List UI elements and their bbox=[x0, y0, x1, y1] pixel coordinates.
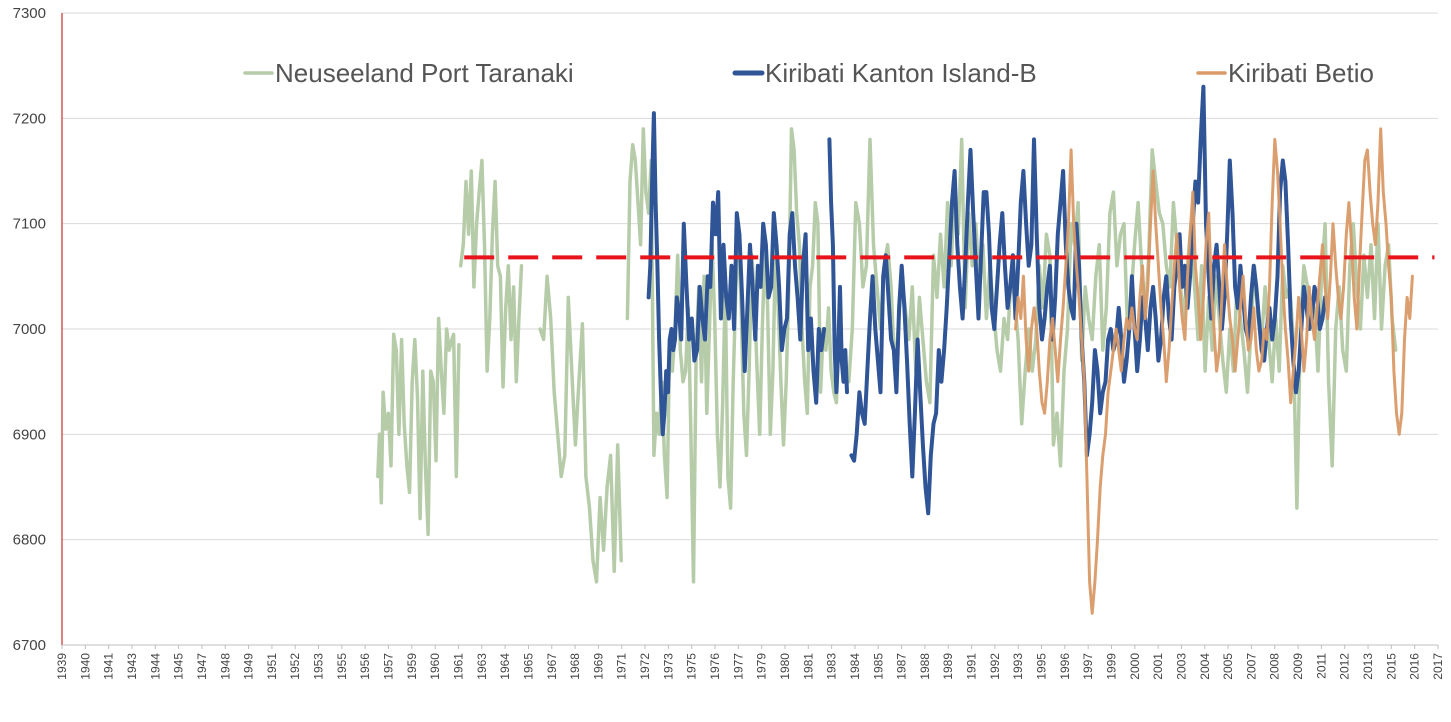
x-tick-label: 2015 bbox=[1384, 653, 1398, 680]
x-tick-label: 1977 bbox=[731, 653, 745, 680]
x-tick-label: 1993 bbox=[1011, 653, 1025, 680]
x-tick-label: 2011 bbox=[1314, 653, 1328, 679]
series-lines bbox=[376, 84, 1414, 615]
x-tick-label: 1984 bbox=[848, 653, 862, 680]
x-tick-label: 2009 bbox=[1291, 653, 1305, 680]
x-tick-label: 1980 bbox=[778, 653, 792, 680]
x-tick-label: 1940 bbox=[78, 653, 92, 680]
series-line-1 bbox=[538, 274, 623, 584]
x-tick-label: 1956 bbox=[358, 653, 372, 680]
x-tick-label: 1951 bbox=[265, 653, 279, 680]
series-line-3 bbox=[1014, 127, 1414, 615]
x-tick-label: 1948 bbox=[218, 653, 232, 680]
y-tick-label: 6800 bbox=[13, 532, 46, 549]
x-tick-label: 1967 bbox=[545, 653, 559, 680]
series-line-2 bbox=[646, 111, 827, 437]
x-tick-label: 1981 bbox=[801, 653, 815, 680]
x-tick-label: 1947 bbox=[195, 653, 209, 680]
x-tick-label: 1952 bbox=[288, 653, 302, 680]
x-tick-label: 1988 bbox=[918, 653, 932, 680]
x-tick-label: 1957 bbox=[382, 653, 396, 680]
x-tick-label: 2008 bbox=[1268, 653, 1282, 680]
x-tick-label: 2001 bbox=[1151, 653, 1165, 680]
x-tick-label: 1971 bbox=[615, 653, 629, 680]
x-tick-label: 1960 bbox=[428, 653, 442, 680]
series-line-1 bbox=[847, 137, 1398, 510]
x-tick-label: 1961 bbox=[451, 653, 465, 680]
x-tick-label: 1973 bbox=[661, 653, 675, 680]
y-axis: 6700 6800 6900 7000 7100 7200 7300 bbox=[13, 5, 63, 654]
x-tick-label: 1964 bbox=[498, 653, 512, 680]
x-tick-label: 1992 bbox=[988, 653, 1002, 680]
x-tick-label: 1987 bbox=[895, 653, 909, 680]
y-tick-label: 7300 bbox=[13, 5, 46, 22]
x-tick-label: 1953 bbox=[312, 653, 326, 680]
x-tick-label: 1949 bbox=[242, 653, 256, 680]
x-tick-label: 1939 bbox=[55, 653, 69, 680]
x-tick-label: 1989 bbox=[941, 653, 955, 680]
x-tick-label: 1944 bbox=[148, 653, 162, 680]
y-tick-label: 7100 bbox=[13, 216, 46, 233]
legend-label-1: Neuseeland Port Taranaki bbox=[275, 58, 574, 88]
x-tick-label: 2013 bbox=[1361, 653, 1375, 680]
x-tick-label: 1983 bbox=[825, 653, 839, 680]
x-tick-label: 1959 bbox=[405, 653, 419, 680]
x-tick-label: 2000 bbox=[1128, 653, 1142, 680]
y-tick-label: 7200 bbox=[13, 110, 46, 127]
x-tick-label: 1969 bbox=[591, 653, 605, 680]
x-tick-label: 1976 bbox=[708, 653, 722, 680]
series-line-1 bbox=[376, 316, 461, 537]
x-tick-label: 1991 bbox=[965, 653, 979, 680]
x-tick-label: 2012 bbox=[1338, 653, 1352, 680]
x-tick-label: 1945 bbox=[172, 653, 186, 680]
x-tick-label: 2003 bbox=[1174, 653, 1188, 680]
x-tick-label: 1943 bbox=[125, 653, 139, 680]
x-tick-label: 1995 bbox=[1035, 653, 1049, 680]
x-tick-label: 1985 bbox=[871, 653, 885, 680]
x-tick-label: 1979 bbox=[755, 653, 769, 680]
x-tick-label: 2005 bbox=[1221, 653, 1235, 680]
x-tick-label: 1965 bbox=[521, 653, 535, 680]
x-tick-label: 2004 bbox=[1198, 653, 1212, 680]
legend-label-3: Kiribati Betio bbox=[1228, 58, 1374, 88]
y-tick-label: 7000 bbox=[13, 321, 46, 338]
x-tick-label: 1975 bbox=[685, 653, 699, 680]
x-tick-label: 1999 bbox=[1104, 653, 1118, 680]
x-axis: 1939 1940 1941 1943 1944 1945 1947 1948 1949 1951… bbox=[55, 644, 1445, 680]
y-tick-label: 6700 bbox=[13, 637, 46, 654]
x-tick-label: 1997 bbox=[1081, 653, 1095, 680]
series-line-2 bbox=[827, 137, 849, 395]
x-tick-label: 2017 bbox=[1431, 653, 1445, 680]
x-tick-label: 1996 bbox=[1058, 653, 1072, 680]
x-tick-label: 1968 bbox=[568, 653, 582, 680]
x-tick-label: 2007 bbox=[1244, 653, 1258, 680]
x-tick-label: 1963 bbox=[475, 653, 489, 680]
y-tick-label: 6900 bbox=[13, 426, 46, 443]
legend: Neuseeland Port Taranaki Kiribati Kanton … bbox=[243, 58, 1374, 88]
x-tick-label: 1941 bbox=[102, 653, 116, 680]
series-line-1 bbox=[458, 158, 524, 389]
x-tick-label: 2016 bbox=[1408, 653, 1422, 680]
x-tick-label: 1972 bbox=[638, 653, 652, 680]
legend-label-2: Kiribati Kanton Island-B bbox=[765, 58, 1037, 88]
x-tick-label: 1955 bbox=[335, 653, 349, 680]
